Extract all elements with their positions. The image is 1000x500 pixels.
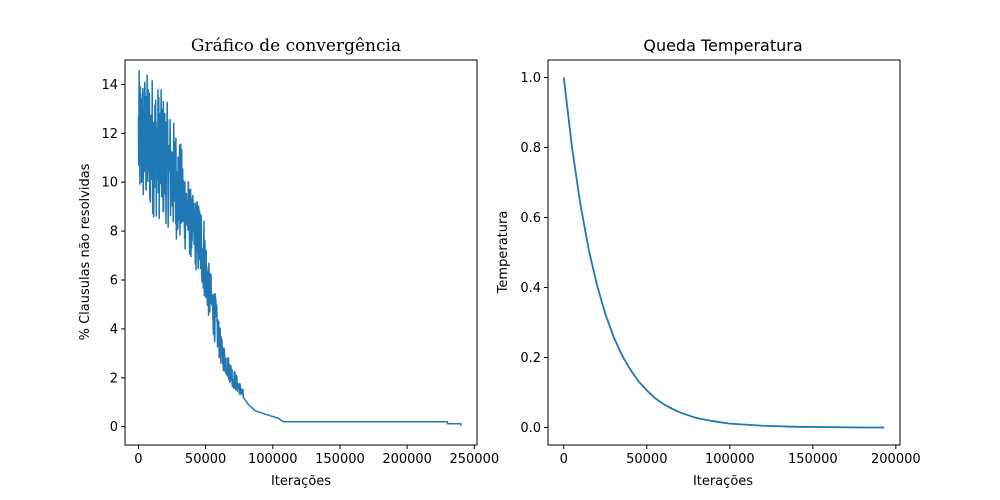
temperature-series-line (562, 77, 885, 429)
convergence-y-tick-label: 10 (101, 176, 118, 191)
temperature-x-tick-label: 150000 (788, 452, 838, 467)
temperature-x-axis-label: Iterações (693, 474, 753, 489)
convergence-x-ticks: 0 50000 100000 150000 200000 250000 (134, 445, 499, 467)
temperature-x-tick-label: 200000 (871, 452, 921, 467)
convergence-x-tick-label: 50000 (185, 452, 226, 467)
temperature-x-tick-label: 0 (560, 452, 568, 467)
convergence-y-tick-label: 0 (110, 420, 118, 435)
temperature-x-ticks: 0 50000 100000 150000 200000 (560, 445, 921, 467)
convergence-y-tick-label: 6 (110, 274, 118, 289)
temperature-x-tick-label: 100000 (705, 452, 755, 467)
convergence-x-tick-label: 200000 (382, 452, 432, 467)
temperature-y-ticks: 0.0 0.2 0.4 0.6 0.8 1.0 (520, 71, 548, 436)
convergence-y-tick-label: 2 (110, 371, 118, 386)
convergence-series (137, 69, 462, 427)
temperature-x-tick-label: 50000 (626, 452, 667, 467)
temperature-chart-title: Queda Temperatura (643, 36, 802, 55)
convergence-x-axis-label: Iterações (271, 474, 331, 489)
temperature-series (562, 77, 885, 429)
temperature-y-axis-label: Temperatura (496, 211, 511, 295)
convergence-y-tick-label: 4 (110, 322, 118, 337)
convergence-y-tick-label: 14 (101, 78, 118, 93)
temperature-plot-frame (547, 59, 901, 446)
temperature-chart: Queda Temperatura 0 50000 100000 150000 2000… (496, 36, 921, 489)
temperature-y-tick-label: 0.8 (520, 141, 541, 156)
temperature-y-tick-label: 0.2 (520, 351, 541, 366)
convergence-x-tick-label: 150000 (315, 452, 365, 467)
temperature-y-tick-label: 0.0 (520, 421, 541, 436)
convergence-plot-frame (124, 59, 478, 446)
convergence-y-ticks: 0 2 4 6 8 10 12 14 (101, 78, 125, 435)
convergence-y-tick-label: 12 (101, 127, 118, 142)
convergence-y-tick-label: 8 (110, 225, 118, 240)
convergence-series-line (137, 69, 462, 427)
convergence-x-tick-label: 100000 (248, 452, 298, 467)
temperature-y-tick-label: 1.0 (520, 71, 541, 86)
convergence-chart: Gráfico de convergência 0 50000 100000 1500… (78, 36, 499, 489)
convergence-x-tick-label: 250000 (449, 452, 499, 467)
convergence-x-tick-label: 0 (134, 452, 142, 467)
convergence-chart-title: Gráfico de convergência (191, 36, 401, 56)
temperature-y-tick-label: 0.6 (520, 211, 541, 226)
convergence-y-axis-label: % Clausulas não resolvidas (78, 163, 93, 340)
temperature-y-tick-label: 0.4 (520, 281, 541, 296)
